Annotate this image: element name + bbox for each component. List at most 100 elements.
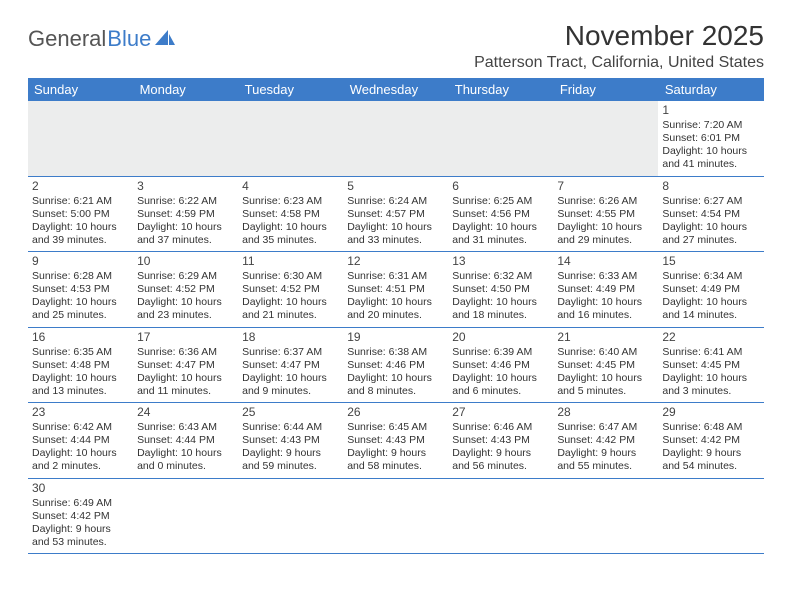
day-number: 13 bbox=[452, 254, 549, 269]
sunset-text: Sunset: 6:01 PM bbox=[662, 132, 759, 145]
sunrise-text: Sunrise: 6:23 AM bbox=[242, 195, 339, 208]
logo-sail-icon bbox=[154, 29, 176, 47]
day-cell: 15Sunrise: 6:34 AMSunset: 4:49 PMDayligh… bbox=[658, 252, 763, 328]
day-number: 8 bbox=[662, 179, 759, 194]
day-number: 14 bbox=[557, 254, 654, 269]
day-number: 5 bbox=[347, 179, 444, 194]
sunset-text: Sunset: 4:55 PM bbox=[557, 208, 654, 221]
sunset-text: Sunset: 4:43 PM bbox=[452, 434, 549, 447]
daylight-text: Daylight: 10 hours and 23 minutes. bbox=[137, 296, 234, 322]
day-number: 24 bbox=[137, 405, 234, 420]
day-cell: 28Sunrise: 6:47 AMSunset: 4:42 PMDayligh… bbox=[553, 403, 658, 479]
sunset-text: Sunset: 4:43 PM bbox=[242, 434, 339, 447]
sunrise-text: Sunrise: 6:21 AM bbox=[32, 195, 129, 208]
sunset-text: Sunset: 4:44 PM bbox=[32, 434, 129, 447]
sunrise-text: Sunrise: 7:20 AM bbox=[662, 119, 759, 132]
day-header: Thursday bbox=[448, 78, 553, 101]
day-cell: 13Sunrise: 6:32 AMSunset: 4:50 PMDayligh… bbox=[448, 252, 553, 328]
daylight-text: Daylight: 10 hours and 0 minutes. bbox=[137, 447, 234, 473]
daylight-text: Daylight: 10 hours and 25 minutes. bbox=[32, 296, 129, 322]
sunset-text: Sunset: 4:42 PM bbox=[662, 434, 759, 447]
sunrise-text: Sunrise: 6:26 AM bbox=[557, 195, 654, 208]
day-number: 29 bbox=[662, 405, 759, 420]
logo-word2: Blue bbox=[107, 26, 151, 52]
sunrise-text: Sunrise: 6:49 AM bbox=[32, 497, 129, 510]
day-cell: 14Sunrise: 6:33 AMSunset: 4:49 PMDayligh… bbox=[553, 252, 658, 328]
daylight-text: Daylight: 10 hours and 18 minutes. bbox=[452, 296, 549, 322]
sunset-text: Sunset: 4:56 PM bbox=[452, 208, 549, 221]
sunrise-text: Sunrise: 6:43 AM bbox=[137, 421, 234, 434]
sunrise-text: Sunrise: 6:30 AM bbox=[242, 270, 339, 283]
daylight-text: Daylight: 10 hours and 33 minutes. bbox=[347, 221, 444, 247]
sunrise-text: Sunrise: 6:36 AM bbox=[137, 346, 234, 359]
daylight-text: Daylight: 10 hours and 5 minutes. bbox=[557, 372, 654, 398]
sunrise-text: Sunrise: 6:37 AM bbox=[242, 346, 339, 359]
sunset-text: Sunset: 4:57 PM bbox=[347, 208, 444, 221]
day-cell: 18Sunrise: 6:37 AMSunset: 4:47 PMDayligh… bbox=[238, 327, 343, 403]
calendar-thead: SundayMondayTuesdayWednesdayThursdayFrid… bbox=[28, 78, 764, 101]
sunrise-text: Sunrise: 6:35 AM bbox=[32, 346, 129, 359]
day-cell: 10Sunrise: 6:29 AMSunset: 4:52 PMDayligh… bbox=[133, 252, 238, 328]
sunset-text: Sunset: 4:49 PM bbox=[557, 283, 654, 296]
daylight-text: Daylight: 10 hours and 8 minutes. bbox=[347, 372, 444, 398]
day-cell: 25Sunrise: 6:44 AMSunset: 4:43 PMDayligh… bbox=[238, 403, 343, 479]
day-number: 11 bbox=[242, 254, 339, 269]
day-cell: 20Sunrise: 6:39 AMSunset: 4:46 PMDayligh… bbox=[448, 327, 553, 403]
sunrise-text: Sunrise: 6:38 AM bbox=[347, 346, 444, 359]
day-number: 25 bbox=[242, 405, 339, 420]
logo-word1: General bbox=[28, 26, 106, 52]
day-number: 20 bbox=[452, 330, 549, 345]
sunrise-text: Sunrise: 6:44 AM bbox=[242, 421, 339, 434]
day-number: 26 bbox=[347, 405, 444, 420]
sunset-text: Sunset: 4:59 PM bbox=[137, 208, 234, 221]
day-number: 19 bbox=[347, 330, 444, 345]
day-cell: 6Sunrise: 6:25 AMSunset: 4:56 PMDaylight… bbox=[448, 176, 553, 252]
daylight-text: Daylight: 10 hours and 3 minutes. bbox=[662, 372, 759, 398]
calendar-week-row: 1Sunrise: 7:20 AMSunset: 6:01 PMDaylight… bbox=[28, 101, 764, 176]
daylight-text: Daylight: 9 hours and 55 minutes. bbox=[557, 447, 654, 473]
sunset-text: Sunset: 4:58 PM bbox=[242, 208, 339, 221]
sunset-text: Sunset: 4:43 PM bbox=[347, 434, 444, 447]
month-title: November 2025 bbox=[474, 20, 764, 52]
calendar-week-row: 2Sunrise: 6:21 AMSunset: 5:00 PMDaylight… bbox=[28, 176, 764, 252]
day-number: 12 bbox=[347, 254, 444, 269]
sunset-text: Sunset: 4:45 PM bbox=[662, 359, 759, 372]
day-number: 10 bbox=[137, 254, 234, 269]
blank-cell bbox=[343, 478, 448, 554]
sunrise-text: Sunrise: 6:31 AM bbox=[347, 270, 444, 283]
day-cell: 26Sunrise: 6:45 AMSunset: 4:43 PMDayligh… bbox=[343, 403, 448, 479]
blank-cell bbox=[448, 478, 553, 554]
daylight-text: Daylight: 10 hours and 6 minutes. bbox=[452, 372, 549, 398]
calendar-week-row: 16Sunrise: 6:35 AMSunset: 4:48 PMDayligh… bbox=[28, 327, 764, 403]
day-cell: 29Sunrise: 6:48 AMSunset: 4:42 PMDayligh… bbox=[658, 403, 763, 479]
sunset-text: Sunset: 4:45 PM bbox=[557, 359, 654, 372]
sunset-text: Sunset: 4:48 PM bbox=[32, 359, 129, 372]
daylight-text: Daylight: 10 hours and 37 minutes. bbox=[137, 221, 234, 247]
sunset-text: Sunset: 4:42 PM bbox=[557, 434, 654, 447]
day-cell: 1Sunrise: 7:20 AMSunset: 6:01 PMDaylight… bbox=[658, 101, 763, 176]
sunset-text: Sunset: 4:44 PM bbox=[137, 434, 234, 447]
daylight-text: Daylight: 9 hours and 59 minutes. bbox=[242, 447, 339, 473]
day-cell: 22Sunrise: 6:41 AMSunset: 4:45 PMDayligh… bbox=[658, 327, 763, 403]
day-cell: 8Sunrise: 6:27 AMSunset: 4:54 PMDaylight… bbox=[658, 176, 763, 252]
day-number: 27 bbox=[452, 405, 549, 420]
sunset-text: Sunset: 4:51 PM bbox=[347, 283, 444, 296]
sunrise-text: Sunrise: 6:41 AM bbox=[662, 346, 759, 359]
sunset-text: Sunset: 4:47 PM bbox=[137, 359, 234, 372]
daylight-text: Daylight: 10 hours and 35 minutes. bbox=[242, 221, 339, 247]
title-block: November 2025 Patterson Tract, Californi… bbox=[474, 20, 764, 72]
day-cell: 9Sunrise: 6:28 AMSunset: 4:53 PMDaylight… bbox=[28, 252, 133, 328]
day-cell: 16Sunrise: 6:35 AMSunset: 4:48 PMDayligh… bbox=[28, 327, 133, 403]
daylight-text: Daylight: 10 hours and 20 minutes. bbox=[347, 296, 444, 322]
sunrise-text: Sunrise: 6:34 AM bbox=[662, 270, 759, 283]
blank-cell bbox=[448, 101, 553, 176]
blank-cell bbox=[133, 101, 238, 176]
day-cell: 5Sunrise: 6:24 AMSunset: 4:57 PMDaylight… bbox=[343, 176, 448, 252]
day-number: 23 bbox=[32, 405, 129, 420]
blank-cell bbox=[343, 101, 448, 176]
daylight-text: Daylight: 10 hours and 2 minutes. bbox=[32, 447, 129, 473]
day-cell: 19Sunrise: 6:38 AMSunset: 4:46 PMDayligh… bbox=[343, 327, 448, 403]
day-cell: 30Sunrise: 6:49 AMSunset: 4:42 PMDayligh… bbox=[28, 478, 133, 554]
sunset-text: Sunset: 4:46 PM bbox=[452, 359, 549, 372]
blank-cell bbox=[133, 478, 238, 554]
